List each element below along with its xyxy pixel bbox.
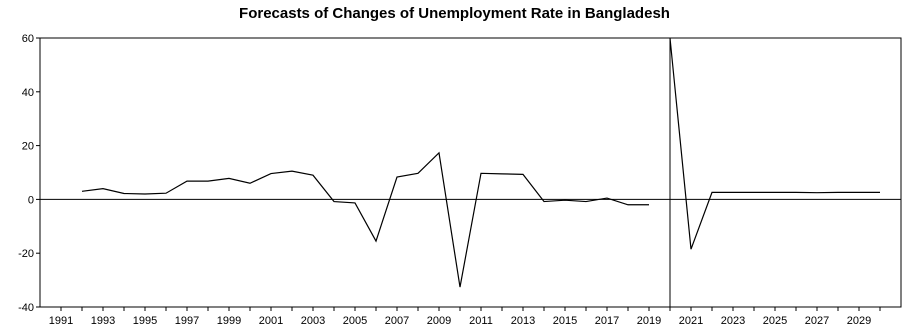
x-tick-label: 2021 bbox=[679, 315, 703, 327]
x-tick-label: 2029 bbox=[847, 315, 871, 327]
x-tick-label: 2025 bbox=[763, 315, 787, 327]
x-tick-label: 2023 bbox=[721, 315, 745, 327]
x-tick-label: 2005 bbox=[343, 315, 367, 327]
chart-title: Forecasts of Changes of Unemployment Rat… bbox=[239, 5, 670, 22]
series-line-2 bbox=[669, 37, 880, 250]
x-tick-label: 2007 bbox=[385, 315, 409, 327]
y-tick-label: 60 bbox=[22, 33, 34, 45]
x-tick-label: 1991 bbox=[49, 315, 73, 327]
x-tick-label: 2013 bbox=[511, 315, 535, 327]
x-tick-label: 1999 bbox=[217, 315, 241, 327]
x-tick-label: 2027 bbox=[805, 315, 829, 327]
x-tick-label: 2011 bbox=[469, 315, 493, 327]
y-tick-label: 20 bbox=[22, 141, 34, 153]
x-tick-label: 2017 bbox=[595, 315, 619, 327]
x-tick-label: 2015 bbox=[553, 315, 577, 327]
y-tick-label: -20 bbox=[18, 248, 34, 260]
y-tick-label: -40 bbox=[18, 302, 34, 314]
y-tick-label: 40 bbox=[22, 87, 34, 99]
plot-frame bbox=[39, 37, 902, 308]
x-tick-label: 1995 bbox=[133, 315, 157, 327]
x-tick-label: 1997 bbox=[175, 315, 199, 327]
x-tick-label: 2009 bbox=[427, 315, 451, 327]
series-line-1 bbox=[81, 151, 649, 288]
x-tick-label: 2019 bbox=[637, 315, 661, 327]
x-tick-label: 2001 bbox=[259, 315, 283, 327]
x-tick-label: 2003 bbox=[301, 315, 325, 327]
y-tick-label: 0 bbox=[28, 194, 34, 206]
x-tick-label: 1993 bbox=[91, 315, 115, 327]
